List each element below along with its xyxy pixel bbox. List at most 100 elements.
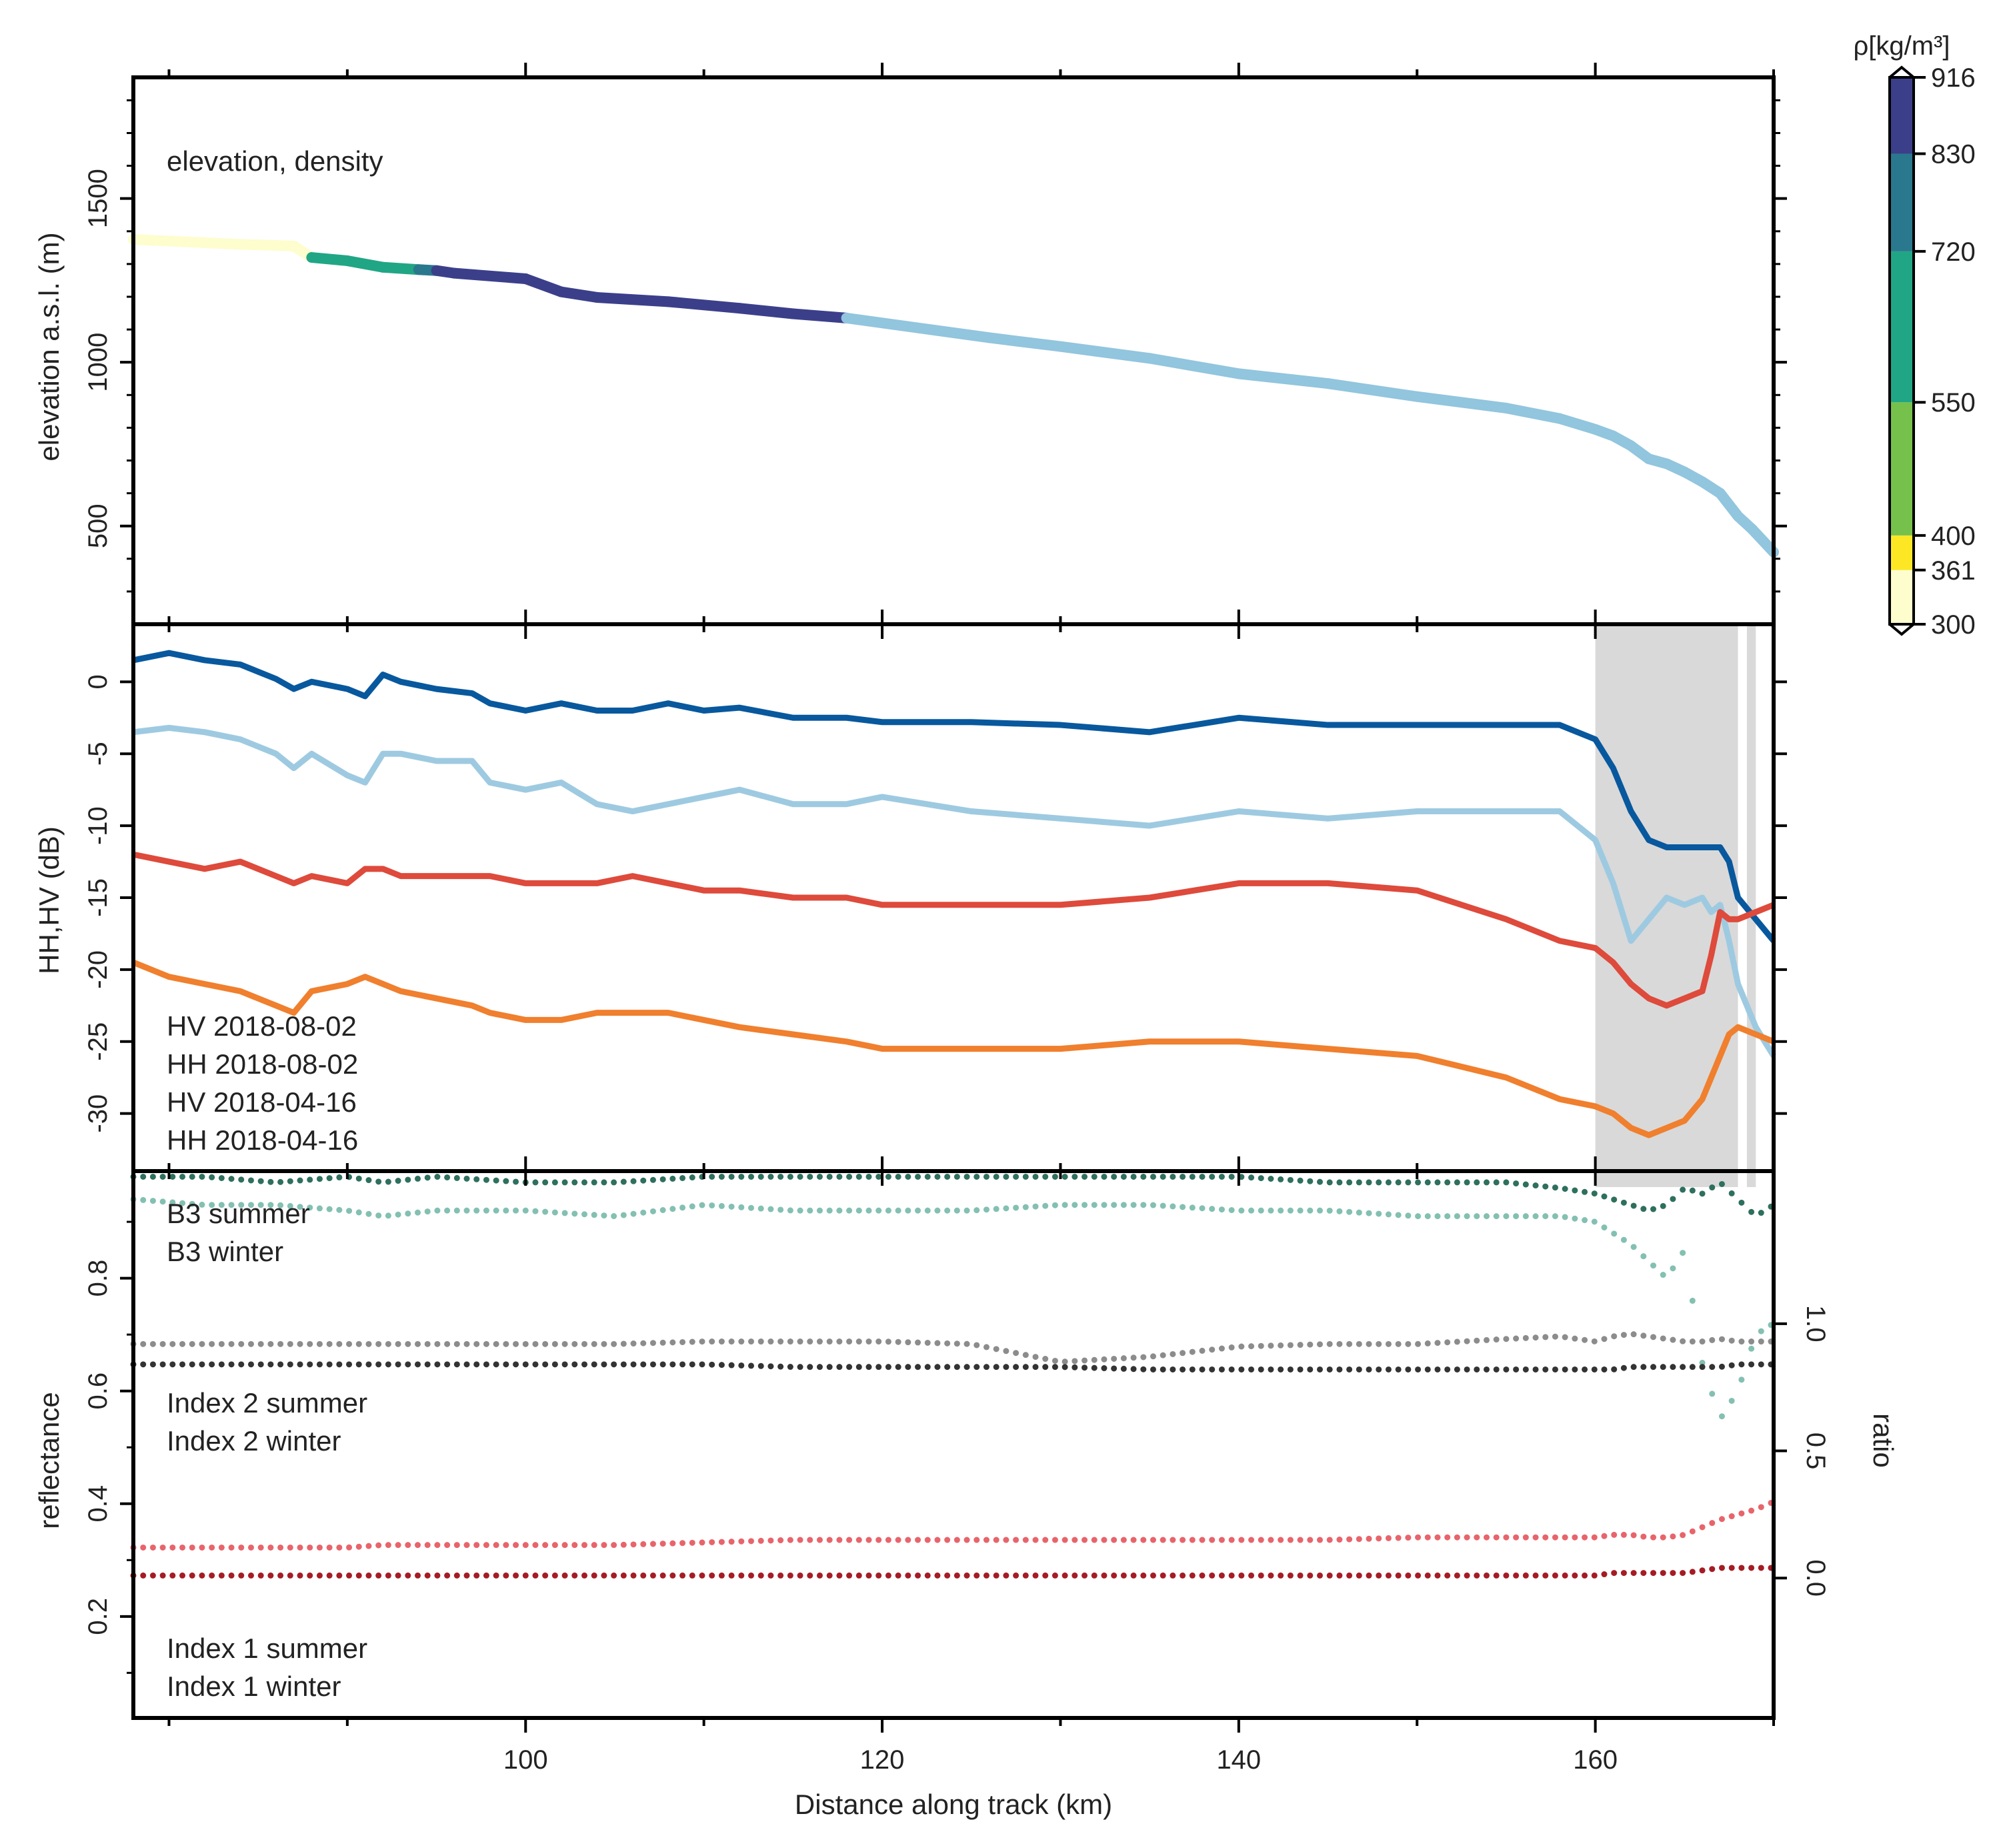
optical-point [199,1361,205,1368]
optical-point [1405,1572,1412,1579]
optical-point [963,1173,970,1180]
optical-point [640,1340,647,1346]
optical-point [757,1362,764,1369]
optical-point [1385,1535,1392,1541]
optical-point [1582,1336,1588,1343]
optical-point [179,1361,186,1368]
optical-point [1484,1366,1490,1372]
optical-point [179,1340,186,1347]
optical-point [1072,1537,1078,1543]
optical-point [1120,1572,1127,1579]
optical-point [1180,1366,1186,1372]
optical-point [297,1572,303,1579]
optical-point [807,1207,813,1214]
optical-point [551,1340,558,1347]
optical-point [953,1572,960,1579]
optical-point [993,1572,999,1579]
optical-point [1464,1534,1470,1541]
optical-point [1101,1356,1108,1362]
optical-point [532,1542,539,1549]
optical-point [1689,1364,1696,1370]
optical-point [1082,1357,1088,1364]
optical-point [973,1342,980,1348]
optical-point [169,1361,176,1368]
optical-point [915,1572,921,1579]
optical-point [630,1340,637,1347]
optical-point [140,1196,147,1203]
optical-point [1101,1202,1108,1208]
optical-point [1180,1572,1186,1579]
optical-point [385,1212,391,1219]
optical-point [1336,1340,1343,1347]
optical-point [787,1207,793,1214]
optical-point [287,1572,293,1579]
optical-point [1307,1537,1314,1543]
optical-point [865,1173,872,1180]
elevation-segment [1233,368,1334,389]
optical-point [875,1173,882,1180]
optical-point [453,1572,460,1579]
optical-point [1160,1572,1166,1579]
optical-point [1728,1337,1735,1344]
optical-point [1258,1366,1264,1372]
optical-point [1464,1572,1470,1579]
optical-point [826,1173,833,1180]
optical-point [1199,1537,1206,1543]
optical-point [738,1572,745,1579]
optical-point [963,1207,970,1214]
optical-point [1434,1534,1441,1541]
optical-point [228,1544,235,1551]
optical-point [189,1544,195,1551]
elevation-panel-title: elevation, density [167,145,383,177]
optical-point [875,1364,882,1370]
optical-point [287,1340,293,1347]
optical-point [807,1572,813,1579]
optical-point [1620,1570,1627,1577]
optical-point [257,1340,264,1347]
optical-point [228,1361,235,1368]
optical-point [973,1572,980,1579]
optical-point [1709,1364,1716,1370]
optical-point [307,1340,313,1347]
optical-point [1582,1188,1588,1195]
optical-point [855,1207,862,1214]
optical-point [1042,1173,1049,1180]
optical-point [1650,1364,1657,1370]
optical-point [1630,1532,1637,1539]
optical-point [1170,1203,1176,1210]
optical-point [905,1364,911,1370]
optical-point [1542,1534,1549,1541]
optical-point [620,1340,627,1347]
optical-point [855,1537,862,1543]
optical-point [561,1179,568,1186]
optical-point [1572,1572,1578,1579]
colorbar-block [1890,570,1914,624]
optical-point [1238,1343,1245,1350]
optical-point [1405,1212,1412,1219]
optical-point [1591,1338,1598,1344]
optical-point [1444,1534,1451,1541]
optical-point [1278,1572,1284,1579]
optical-point [1699,1338,1706,1345]
optical-point [738,1173,745,1180]
optical-point [267,1202,274,1208]
optical-point [885,1173,891,1180]
optical-point [659,1572,666,1579]
optical-point [787,1173,793,1180]
optical-point [963,1340,970,1347]
optical-point [924,1339,931,1346]
optical-point [699,1338,705,1345]
optical-point [1278,1366,1284,1372]
optical-point [640,1361,647,1368]
optical-point [551,1542,558,1549]
legend-index-2-winter: Index 2 winter [167,1425,341,1457]
optical-point [1209,1346,1216,1353]
optical-point [1405,1179,1412,1186]
optical-point [473,1207,480,1214]
optical-point [1307,1341,1314,1348]
optical-point [140,1361,147,1368]
optical-point [326,1544,333,1551]
optical-point [287,1202,293,1209]
elevation-segment [1746,524,1779,558]
optical-point [875,1207,882,1214]
